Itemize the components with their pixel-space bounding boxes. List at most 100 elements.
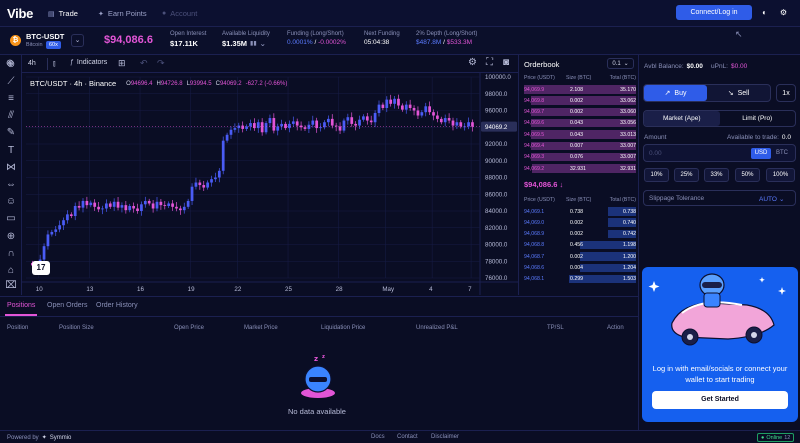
brush-icon[interactable]: ✎ xyxy=(6,127,16,138)
orderbook-title: Orderbook xyxy=(524,60,560,69)
slippage-select[interactable]: AUTO ⌄ xyxy=(759,195,785,204)
amount-input[interactable]: 0.00 USD BTC xyxy=(643,144,796,162)
pitchfork-icon[interactable]: ⫻ xyxy=(8,110,14,121)
candle-body xyxy=(140,204,143,211)
col-open-price: Open Price xyxy=(174,325,205,331)
candle-body xyxy=(249,123,252,127)
buy-button[interactable]: ↗ Buy xyxy=(644,85,707,101)
chevron-down-icon: ⌄ xyxy=(623,61,629,67)
status-badge: ● Online 12 xyxy=(757,433,795,442)
horizontal-lines-icon[interactable]: ≡ xyxy=(8,93,14,104)
bid-row[interactable]: 94,069.0 0.002 0.740 xyxy=(524,218,636,227)
pct-25-button[interactable]: 25% xyxy=(674,168,699,182)
lock-icon[interactable]: ⌂ xyxy=(7,265,15,276)
orderbook-price: 94,069.5 xyxy=(524,131,545,138)
trash-icon[interactable]: ⌧ xyxy=(5,280,17,291)
tab-market[interactable]: Market (Ape) xyxy=(644,111,720,126)
bid-row[interactable]: 94,068.1 0.299 1.503 xyxy=(524,274,636,284)
ask-row[interactable]: 94,069.3 0.076 33.007 xyxy=(524,152,636,162)
login-promo-card: Log in with email/socials or connect you… xyxy=(642,267,798,422)
nav-item-earn-points[interactable]: ✦ Earn Points xyxy=(98,9,147,18)
pct-10-button[interactable]: 10% xyxy=(644,168,669,182)
empty-state-text: No data available xyxy=(288,407,346,416)
nav-item-trade[interactable]: ▤ Trade xyxy=(48,9,78,18)
candlestick-svg[interactable]: 100000.098000.096000.094000.092000.09000… xyxy=(22,73,518,295)
ask-row[interactable]: 94,069.8 0.002 33.062 xyxy=(524,96,636,105)
pct-100-button[interactable]: 100% xyxy=(766,168,795,182)
candle-body xyxy=(276,126,280,131)
orderbook-size: 0.002 xyxy=(570,109,583,116)
indicators-button[interactable]: ƒ Indicators xyxy=(70,59,108,66)
bid-row[interactable]: 94,068.7 0.002 1.200 xyxy=(524,252,636,261)
text-tool-icon[interactable]: T xyxy=(7,145,15,156)
footer-link-contact[interactable]: Contact xyxy=(397,434,418,440)
undo-icon[interactable]: ↶ xyxy=(140,58,148,68)
add-icon[interactable]: ⊕ xyxy=(5,58,15,69)
market-selector-chevron-down-icon[interactable]: ⌄ xyxy=(71,34,84,47)
emoji-icon[interactable]: ☺ xyxy=(5,196,17,207)
candle-body xyxy=(424,106,428,113)
indicators-icon: ƒ xyxy=(70,59,74,66)
trend-line-icon[interactable]: ⟋ xyxy=(7,76,15,87)
tab-positions[interactable]: Positions xyxy=(7,302,36,309)
nav-item-account[interactable]: ● Account xyxy=(162,9,198,18)
available-row: Available to trade: 0.0 xyxy=(727,134,791,141)
get-started-button[interactable]: Get Started xyxy=(652,391,788,409)
chevron-down-icon[interactable]: ⌄ xyxy=(259,39,266,48)
footer-link-docs[interactable]: Docs xyxy=(371,434,385,440)
tradingview-logo[interactable]: 17 xyxy=(32,261,50,275)
ask-row[interactable]: 94,069.7 0.002 33.060 xyxy=(524,107,636,117)
candle-body xyxy=(245,126,248,129)
price-chart[interactable]: ⊕ 4h ⫾ ƒ Indicators ⊞ ↶ ↷ ⚙ ⛶ ◙ 100000.0… xyxy=(6,55,518,295)
ask-row[interactable]: 94,069.6 0.043 33.056 xyxy=(524,118,636,128)
bid-row[interactable]: 94,069.1 0.738 0.738 xyxy=(524,207,636,216)
settings-icon[interactable]: ⚙ xyxy=(468,57,477,68)
ask-row[interactable]: 94,069.4 0.007 33.007 xyxy=(524,141,636,150)
footer-link-disclaimer[interactable]: Disclaimer xyxy=(431,434,460,440)
depth-bar xyxy=(530,152,636,162)
slippage-row[interactable]: Slippage Tolerance AUTO ⌄ xyxy=(643,190,796,206)
crosshair-icon[interactable]: ⊕ xyxy=(6,59,16,70)
zoom-in-icon[interactable]: ⊕ xyxy=(6,231,16,242)
tab-open-orders[interactable]: Open Orders xyxy=(47,302,88,309)
redo-icon[interactable]: ↷ xyxy=(157,58,165,68)
x-tick-label: May xyxy=(382,286,395,293)
logo[interactable]: Vibe xyxy=(7,6,34,21)
gear-icon[interactable]: ⚙ xyxy=(779,8,788,17)
connect-button[interactable]: Connect/Log in xyxy=(676,5,752,20)
candle-body xyxy=(373,113,377,123)
candle-body xyxy=(225,134,229,141)
tick-size-select[interactable]: 0.1 ⌄ xyxy=(607,58,634,69)
camera-icon[interactable]: ◙ xyxy=(503,57,510,68)
tab-limit[interactable]: Limit (Pro) xyxy=(742,115,773,122)
unit-btc[interactable]: BTC xyxy=(776,150,788,156)
magnet-icon[interactable]: ∩ xyxy=(7,248,15,259)
bid-row[interactable]: 94,068.6 0.004 1.204 xyxy=(524,263,636,272)
ruler-icon[interactable]: ▭ xyxy=(6,213,16,224)
unit-usd[interactable]: USD xyxy=(751,148,771,159)
leverage-button[interactable]: 1x xyxy=(776,84,796,102)
ask-row[interactable]: 94,069.5 0.043 33.013 xyxy=(524,130,636,139)
candle-body xyxy=(214,177,217,180)
candle-body xyxy=(116,201,120,208)
layout-icon[interactable]: ⊞ xyxy=(118,58,126,68)
theme-icon[interactable]: ◐ xyxy=(762,8,767,17)
orderbook-header-bids: Price (USDT) Size (BTC) Total (BTC) xyxy=(524,196,636,203)
ask-row[interactable]: 94,069.2 32.931 32.931 xyxy=(524,164,636,173)
bid-row[interactable]: 94,068.9 0.002 0.742 xyxy=(524,229,636,239)
pattern-icon[interactable]: ⋈ xyxy=(6,162,16,173)
bid-row[interactable]: 94,068.8 0.456 1.198 xyxy=(524,240,636,250)
fullscreen-icon[interactable]: ⛶ xyxy=(486,57,493,68)
pct-50-button[interactable]: 50% xyxy=(735,168,760,182)
candle-body xyxy=(451,120,455,126)
candle-body xyxy=(362,116,365,120)
candle-body xyxy=(408,104,412,108)
ask-row[interactable]: 94,069.9 2.108 35.170 xyxy=(524,85,636,94)
tab-order-history[interactable]: Order History xyxy=(96,302,138,309)
pct-33-button[interactable]: 33% xyxy=(704,168,729,182)
y-tick-label: 90000.0 xyxy=(485,158,508,165)
measure-icon[interactable]: ⇔ xyxy=(6,179,16,190)
sell-button[interactable]: ↘ Sell xyxy=(727,89,750,98)
candles-icon[interactable]: ⫾ xyxy=(53,59,56,68)
interval-selector[interactable]: 4h xyxy=(28,60,36,67)
